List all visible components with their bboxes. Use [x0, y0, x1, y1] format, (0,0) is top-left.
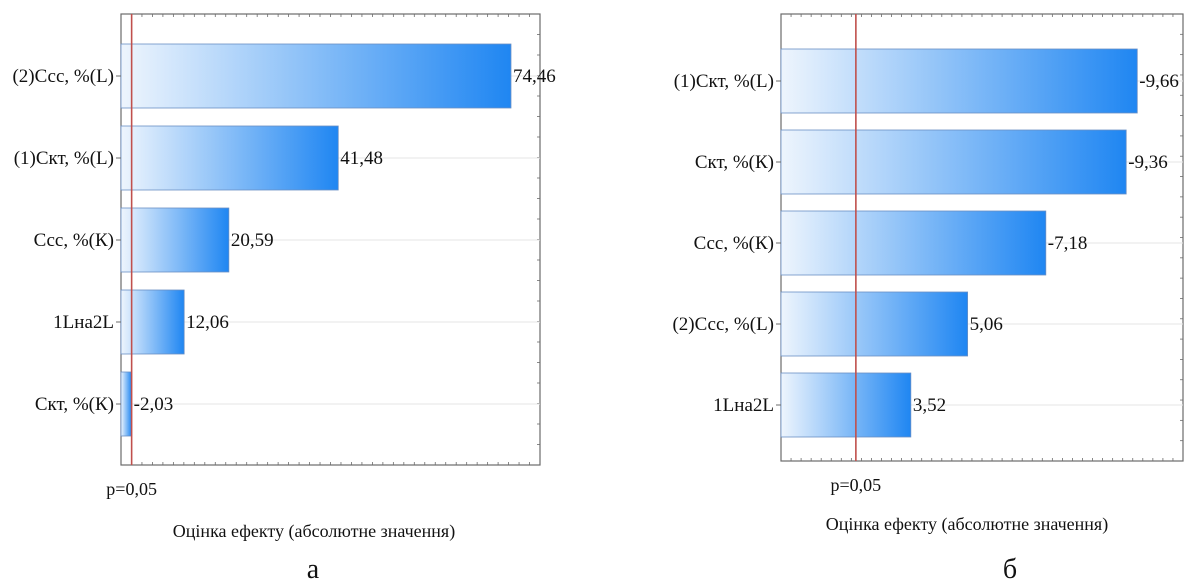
significance-label: p=0,05	[106, 479, 157, 499]
x-axis-label: Оцінка ефекту (абсолютне значення)	[173, 521, 455, 542]
value-label: 3,52	[913, 395, 946, 416]
chart-panel-b: (1)Скт, %(L) -9,66 Скт, %(К) -9,36 Ссс, %(К)…	[600, 0, 1186, 585]
value-label: 5,06	[970, 314, 1003, 335]
category-label: (1)Скт, %(L)	[674, 71, 774, 92]
bar	[780, 48, 1138, 114]
value-label: 41,48	[340, 148, 383, 169]
value-label: -9,66	[1139, 71, 1179, 92]
category-label: Скт, %(К)	[695, 152, 774, 173]
value-label: 20,59	[231, 230, 274, 251]
category-label: (1)Скт, %(L)	[14, 148, 114, 169]
chart-panel-a: (2)Ссс, %(L) 74,46 (1)Скт, %(L) 41,48 Ссс, %…	[0, 0, 560, 585]
panel-label: б	[1003, 554, 1017, 583]
category-label: 1Lна2L	[53, 312, 114, 333]
bar	[120, 289, 185, 355]
panel-label: а	[307, 554, 320, 583]
category-label: (2)Ссс, %(L)	[672, 314, 774, 335]
category-label: Ссс, %(К)	[694, 233, 774, 254]
bar	[780, 372, 912, 438]
value-label: 74,46	[513, 66, 556, 87]
pareto-chart-b: (1)Скт, %(L) -9,66 Скт, %(К) -9,36 Ссс, %(К)…	[672, 13, 1184, 585]
value-label: -9,36	[1128, 152, 1168, 173]
category-label: (2)Ссс, %(L)	[12, 66, 114, 87]
x-axis-label: Оцінка ефекту (абсолютне значення)	[826, 514, 1108, 535]
bar	[120, 43, 512, 109]
bar	[120, 371, 133, 437]
bar	[120, 207, 230, 273]
value-label: -7,18	[1048, 233, 1088, 254]
category-label: Ссс, %(К)	[34, 230, 114, 251]
value-label: 12,06	[186, 312, 229, 333]
bar	[780, 210, 1047, 276]
category-label: 1Lна2L	[713, 395, 774, 416]
value-label: -2,03	[134, 394, 174, 415]
bar	[780, 129, 1127, 195]
bar	[780, 291, 969, 357]
significance-label: p=0,05	[831, 475, 882, 495]
category-label: Скт, %(К)	[35, 394, 114, 415]
pareto-chart-a: (2)Ссс, %(L) 74,46 (1)Скт, %(L) 41,48 Ссс, %…	[12, 13, 556, 585]
bar	[120, 125, 339, 191]
